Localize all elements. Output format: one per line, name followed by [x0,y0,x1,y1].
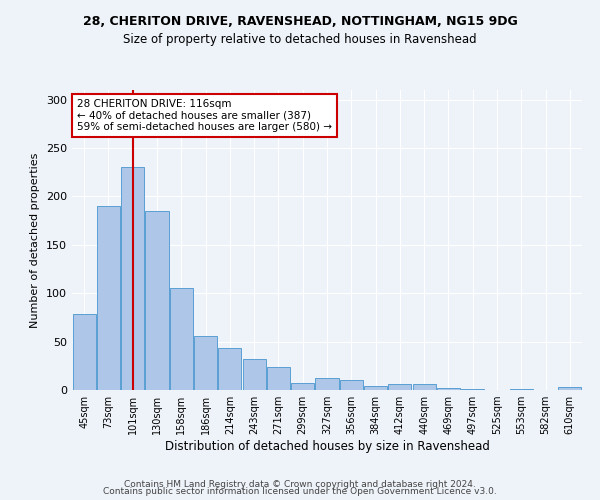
X-axis label: Distribution of detached houses by size in Ravenshead: Distribution of detached houses by size … [164,440,490,453]
Bar [388,384,412,390]
Bar [437,388,460,390]
Bar [510,389,533,390]
Bar [413,384,436,390]
Text: Contains public sector information licensed under the Open Government Licence v3: Contains public sector information licen… [103,488,497,496]
Bar [242,359,266,390]
Text: 28, CHERITON DRIVE, RAVENSHEAD, NOTTINGHAM, NG15 9DG: 28, CHERITON DRIVE, RAVENSHEAD, NOTTINGH… [83,15,517,28]
Bar [121,168,144,390]
Text: Contains HM Land Registry data © Crown copyright and database right 2024.: Contains HM Land Registry data © Crown c… [124,480,476,489]
Bar [194,336,217,390]
Text: Size of property relative to detached houses in Ravenshead: Size of property relative to detached ho… [123,32,477,46]
Y-axis label: Number of detached properties: Number of detached properties [31,152,40,328]
Bar [267,367,290,390]
Bar [170,288,193,390]
Text: 28 CHERITON DRIVE: 116sqm
← 40% of detached houses are smaller (387)
59% of semi: 28 CHERITON DRIVE: 116sqm ← 40% of detac… [77,99,332,132]
Bar [316,378,338,390]
Bar [97,206,120,390]
Bar [461,389,484,390]
Bar [559,387,581,390]
Bar [73,314,95,390]
Bar [291,383,314,390]
Bar [218,348,241,390]
Bar [364,386,387,390]
Bar [340,380,363,390]
Bar [145,211,169,390]
